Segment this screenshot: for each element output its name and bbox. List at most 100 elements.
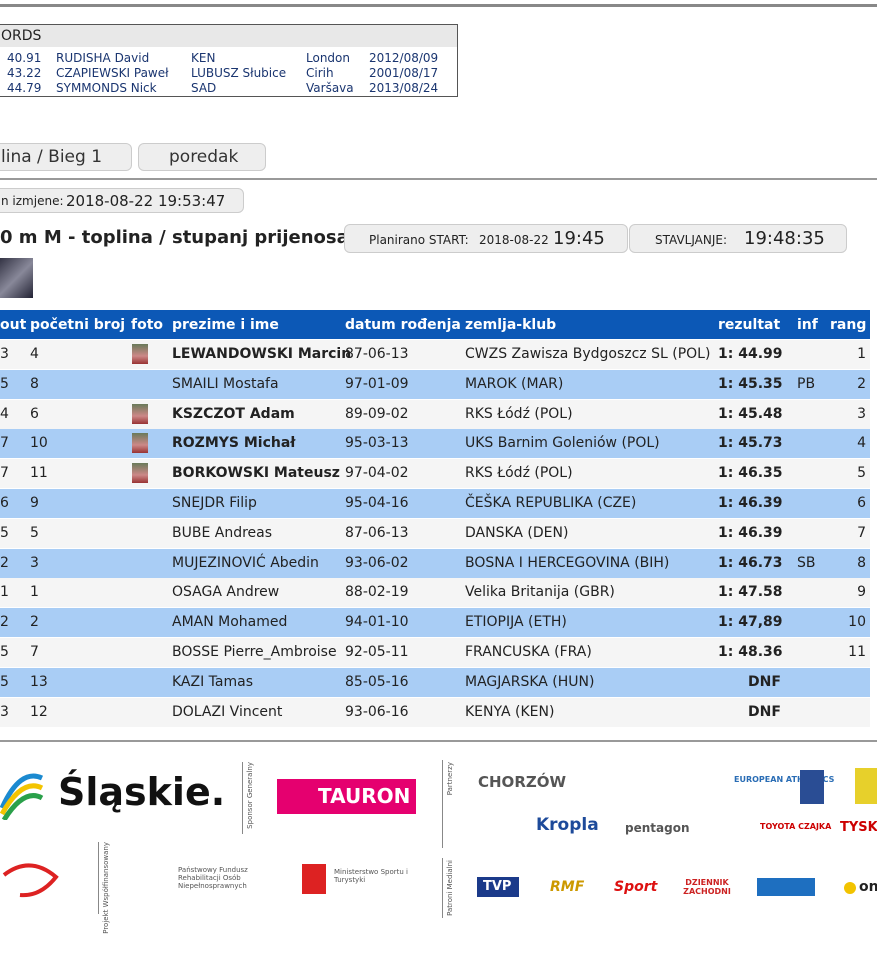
record-cell: KEN bbox=[191, 51, 216, 65]
table-row: 1 1 OSAGA Andrew 88-02-19 Velika Britanija (… bbox=[0, 578, 870, 609]
record-cell: SAD bbox=[191, 81, 217, 95]
cell-club: FRANCUSKA (FRA) bbox=[465, 644, 592, 660]
tvp-logo: TVP bbox=[483, 879, 512, 894]
column-header: inf bbox=[797, 317, 818, 333]
table-row: 5 5 BUBE Andreas 87-06-13 DANSKA (DEN) 1: 46.… bbox=[0, 518, 870, 549]
cell-bib: 2 bbox=[30, 614, 39, 631]
start-time: 19:45 bbox=[553, 228, 605, 249]
cell-born: 93-06-02 bbox=[345, 554, 409, 571]
tauron-logo: TAURON bbox=[318, 784, 411, 808]
cell-rank: 3 bbox=[857, 405, 866, 422]
cell-out: 7 bbox=[0, 435, 9, 452]
table-row: 6 9 SNEJDR Filip 95-04-16 ČEŠKA REPUBLIKA (C… bbox=[0, 489, 870, 519]
cell-inf: PB bbox=[797, 375, 816, 392]
cell-born: 89-09-02 bbox=[345, 405, 409, 422]
cell-born: 87-06-13 bbox=[345, 524, 409, 541]
column-header: rezultat bbox=[718, 317, 781, 333]
cell-club: RKS Łódź (POL) bbox=[465, 465, 573, 482]
cell-name: ROZMYS Michał bbox=[172, 435, 296, 452]
tyskie-logo: TYSK bbox=[840, 820, 877, 835]
changed-value: 2018-08-22 19:53:47 bbox=[66, 192, 226, 210]
cell-out: 3 bbox=[0, 346, 9, 362]
tab[interactable]: poredak bbox=[138, 143, 266, 171]
tauron-bg bbox=[277, 779, 416, 814]
rmf-logo: RMF bbox=[550, 879, 585, 895]
athlete-photo bbox=[132, 433, 148, 454]
sponsor-label: Sponsor Generalny bbox=[246, 762, 254, 829]
table-row: 7 11 BORKOWSKI Mateusz 97-04-02 RKS Łódź (PO… bbox=[0, 459, 870, 490]
cell-result: 1: 44.99 bbox=[718, 346, 783, 362]
cell-result: 1: 46.39 bbox=[718, 524, 783, 541]
set-time: 19:48:35 bbox=[744, 228, 825, 249]
cell-out: 5 bbox=[0, 375, 9, 392]
column-header: out bbox=[0, 317, 27, 333]
cell-out: 7 bbox=[0, 465, 9, 482]
athlete-photo bbox=[132, 403, 148, 424]
slaskie-logo: Śląskie. bbox=[58, 770, 226, 814]
records-header bbox=[0, 25, 457, 47]
tvp-bg bbox=[477, 877, 519, 897]
cell-born: 94-01-10 bbox=[345, 614, 409, 631]
cell-club: MAGJARSKA (HUN) bbox=[465, 673, 595, 690]
cell-name: LEWANDOWSKI Marcin bbox=[172, 346, 352, 362]
cell-out: 2 bbox=[0, 614, 9, 631]
start-label: Planirano START: bbox=[369, 233, 469, 247]
records-box: ORDS 40.91 RUDISHA David KEN London 2012/08/… bbox=[0, 24, 458, 97]
table-row: 3 4 LEWANDOWSKI Marcin 87-06-13 CWZS Zawisza… bbox=[0, 340, 870, 370]
record-cell: 2001/08/17 bbox=[369, 66, 439, 80]
cell-bib: 11 bbox=[30, 465, 48, 482]
column-header: datum rođenja bbox=[345, 317, 461, 333]
cell-result: 1: 46.35 bbox=[718, 465, 783, 482]
cell-result: 1: 47.58 bbox=[718, 584, 783, 601]
toyota-logo: TOYOTA CZAJKA bbox=[760, 822, 832, 831]
cell-name: MUJEZINOVIĆ Abedin bbox=[172, 554, 319, 571]
pfron-logo: Państwowy Fundusz Rehabilitacji Osób Nie… bbox=[178, 866, 248, 890]
divider bbox=[442, 760, 443, 848]
record-cell: Varšava bbox=[306, 81, 354, 95]
cell-born: 97-04-02 bbox=[345, 465, 409, 482]
chorzow-logo: CHORZÓW bbox=[478, 773, 567, 791]
set-label: STAVLJANJE: bbox=[655, 233, 728, 247]
cell-name: DOLAZI Vincent bbox=[172, 703, 283, 720]
cell-club: CWZS Zawisza Bydgoszcz SL (POL) bbox=[465, 346, 711, 362]
cell-rank: 11 bbox=[848, 644, 866, 660]
cell-result: 1: 45.48 bbox=[718, 405, 783, 422]
tab[interactable]: lina / Bieg 1 bbox=[0, 143, 132, 171]
cell-name: SMAILI Mostafa bbox=[172, 375, 279, 392]
ministry-logo: Ministerstwo Sportu i Turystyki bbox=[334, 868, 408, 884]
on-dot bbox=[844, 882, 856, 894]
cell-club: BOSNA I HERCEGOVINA (BIH) bbox=[465, 554, 670, 571]
tab-label: poredak bbox=[169, 147, 239, 167]
top-rule bbox=[0, 4, 877, 7]
record-cell: RUDISHA David bbox=[56, 51, 150, 65]
cell-born: 92-05-11 bbox=[345, 644, 409, 660]
record-cell: 2013/08/24 bbox=[369, 81, 439, 95]
cell-rank: 1 bbox=[857, 346, 866, 362]
table-row: 5 8 SMAILI Mostafa 97-01-09 MAROK (MAR) 1: 45… bbox=[0, 369, 870, 400]
cell-result: 1: 47,89 bbox=[718, 614, 783, 631]
column-header: prezime i ime bbox=[172, 317, 279, 333]
record-cell: 40.91 bbox=[7, 51, 42, 65]
record-cell: 2012/08/09 bbox=[369, 51, 439, 65]
cell-out: 3 bbox=[0, 703, 9, 720]
cell-result: 1: 45.35 bbox=[718, 375, 783, 392]
table-row: 2 2 AMAN Mohamed 94-01-10 ETIOPIJA (ETH) 1: 4… bbox=[0, 608, 870, 639]
cell-rank: 7 bbox=[857, 524, 866, 541]
record-cell: SYMMONDS Nick bbox=[56, 81, 157, 95]
records-title: ORDS bbox=[1, 28, 42, 44]
kropla-logo: Kropla bbox=[536, 815, 599, 835]
cell-bib: 10 bbox=[30, 435, 48, 452]
divider bbox=[98, 842, 99, 914]
cell-born: 95-04-16 bbox=[345, 495, 409, 511]
cell-rank: 5 bbox=[857, 465, 866, 482]
cell-bib: 12 bbox=[30, 703, 48, 720]
cell-bib: 13 bbox=[30, 673, 48, 690]
cell-club: MAROK (MAR) bbox=[465, 375, 564, 392]
cell-name: SNEJDR Filip bbox=[172, 495, 257, 511]
start-box: Planirano START: 2018-08-22 19:45 bbox=[344, 224, 628, 253]
cell-club: DANSKA (DEN) bbox=[465, 524, 569, 541]
cell-born: 87-06-13 bbox=[345, 346, 409, 362]
logo-box bbox=[757, 878, 815, 896]
project-label: Projekt Współfinansowany bbox=[102, 842, 110, 934]
partners-label: Partnerzy bbox=[446, 762, 454, 796]
